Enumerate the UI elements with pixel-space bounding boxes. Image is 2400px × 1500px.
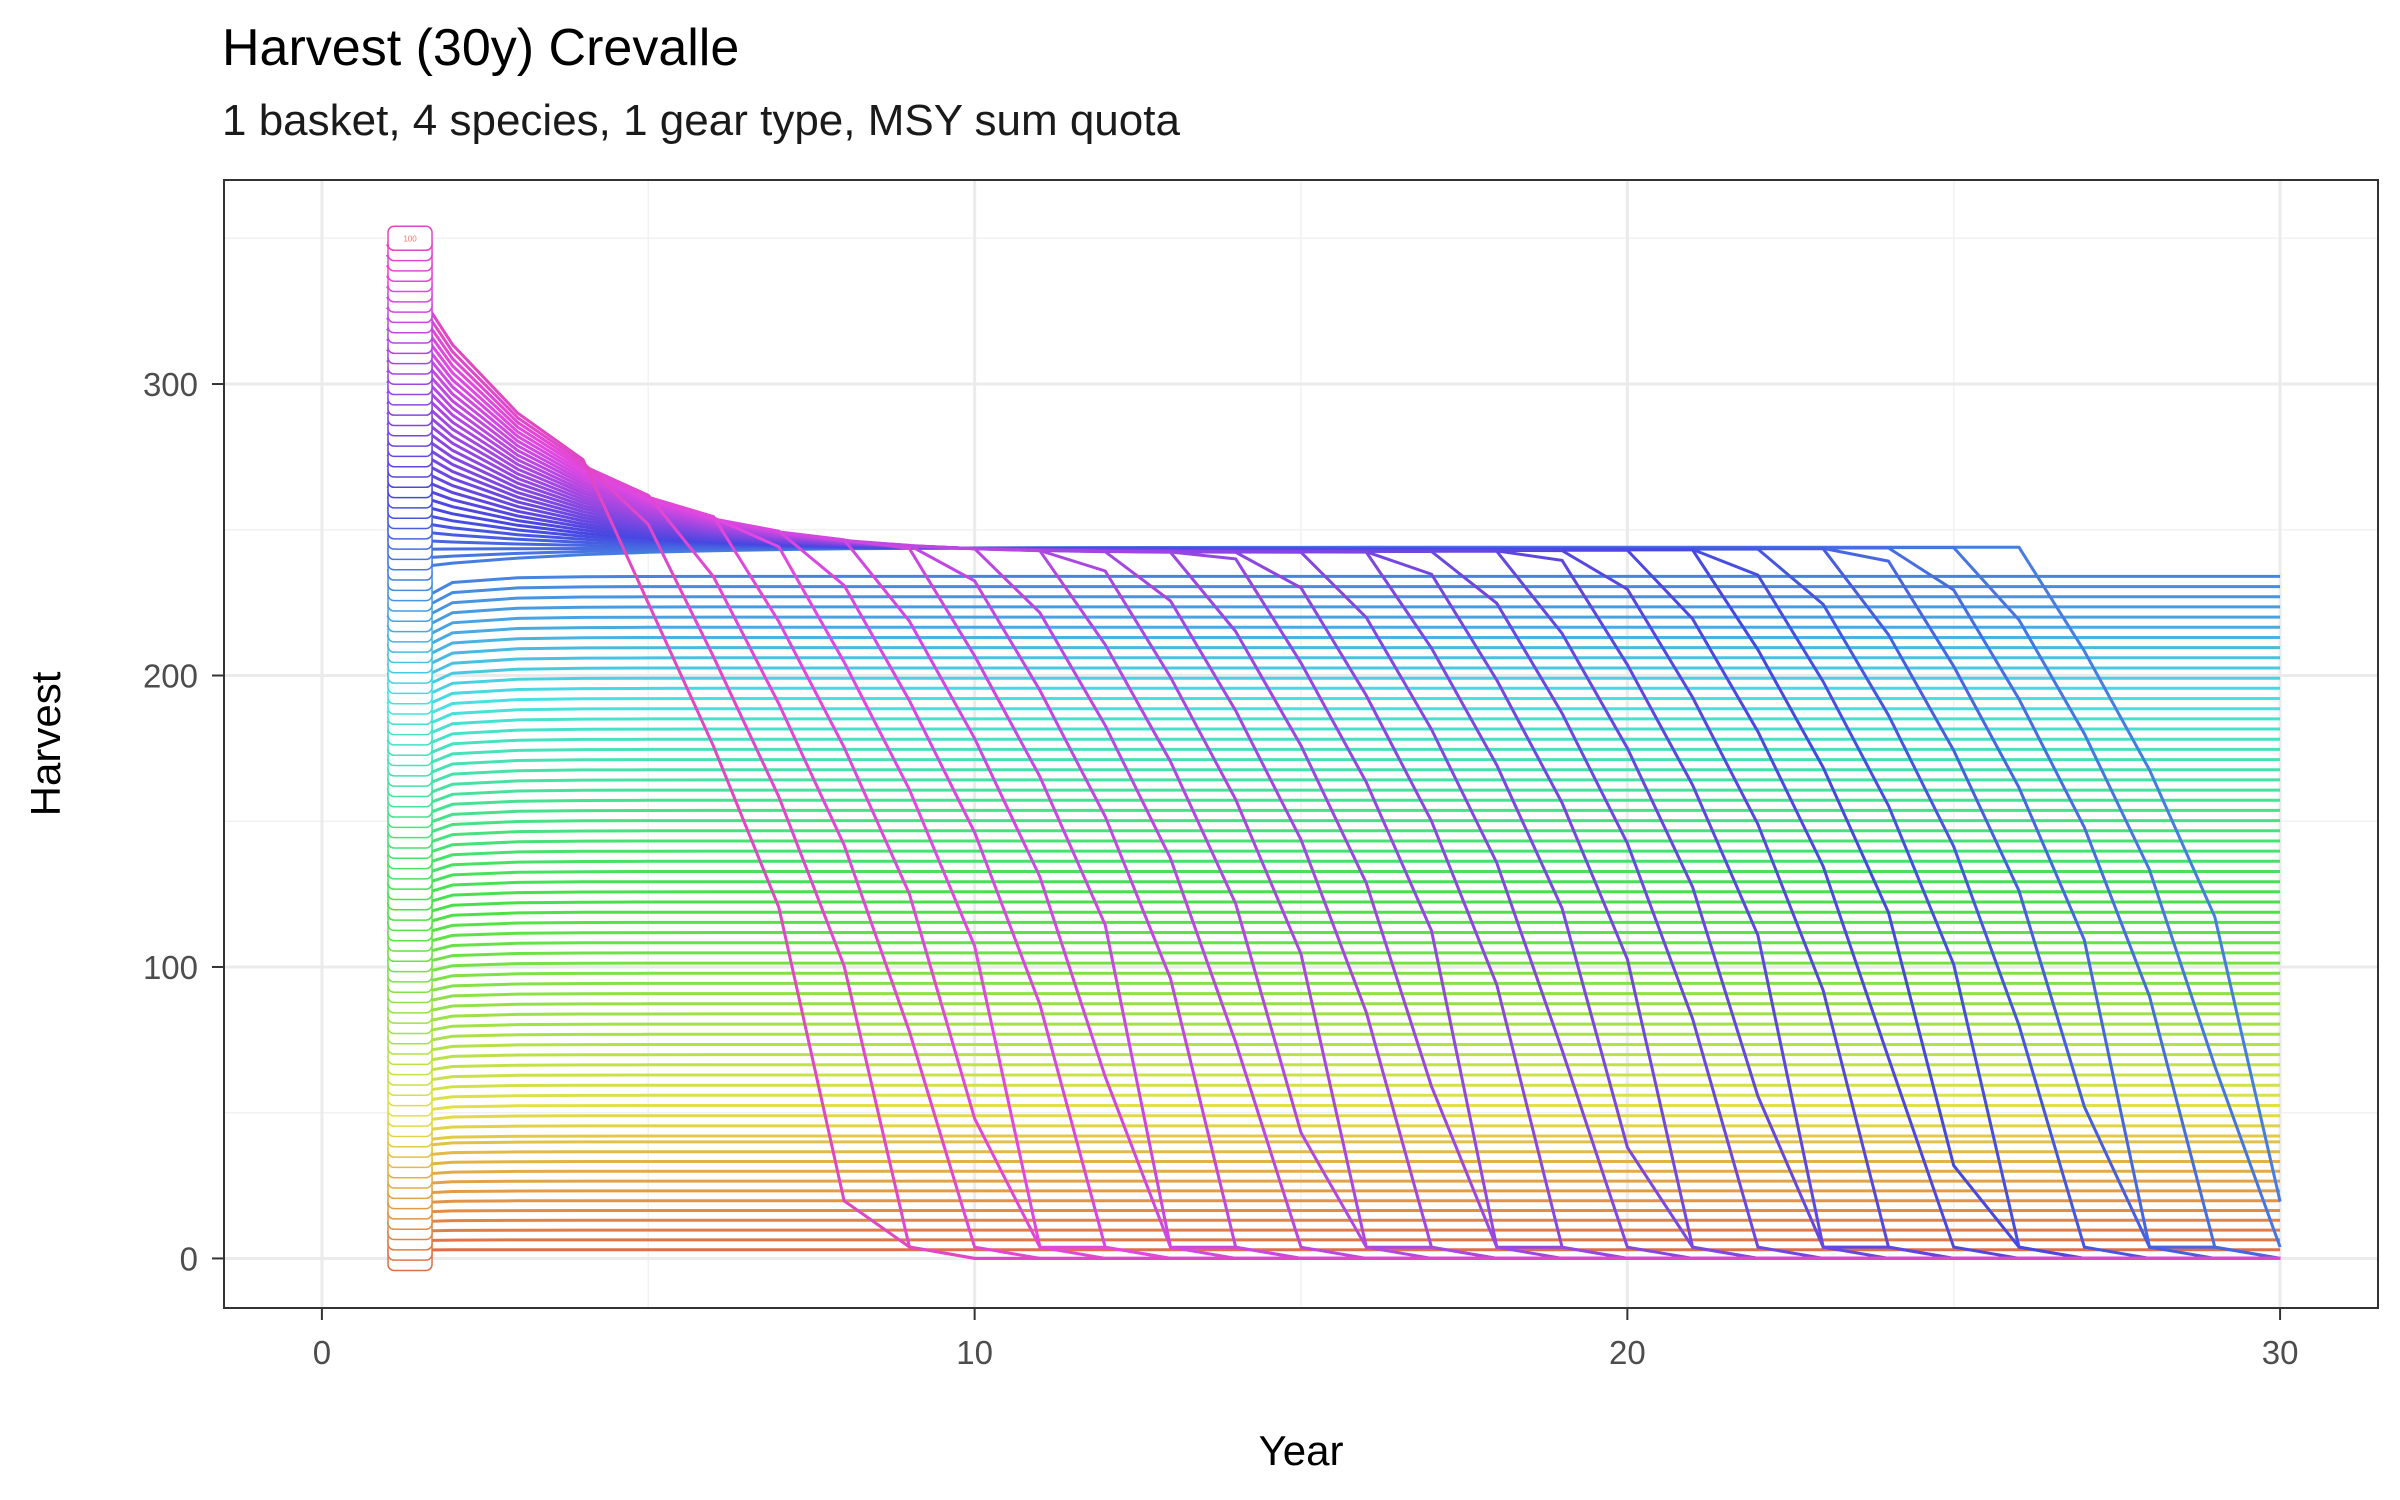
series-lines — [385, 243, 2282, 1260]
series-line — [386, 1002, 2281, 1021]
series-line — [386, 971, 2281, 992]
series-line — [386, 900, 2281, 925]
series-label-box — [387, 225, 433, 252]
series-line — [386, 778, 2281, 811]
series-line — [386, 1053, 2281, 1069]
series-line — [387, 1160, 2281, 1169]
series-line — [386, 981, 2281, 1002]
series-line — [386, 646, 2281, 686]
series-line — [386, 1022, 2281, 1040]
series-line — [386, 1083, 2281, 1098]
series-line — [387, 1134, 2281, 1145]
y-tick-label: 0 — [180, 1240, 198, 1277]
series-line — [386, 961, 2281, 983]
y-tick-label: 200 — [143, 658, 198, 695]
chart-title: Harvest (30y) Crevalle — [222, 19, 740, 77]
series-line — [386, 574, 2281, 619]
series-line — [386, 808, 2281, 839]
series-line — [387, 1199, 2281, 1206]
series-line — [386, 707, 2281, 744]
series-line — [386, 747, 2281, 782]
series-line — [386, 1043, 2281, 1059]
x-tick-label: 30 — [2262, 1334, 2299, 1371]
series-line — [386, 758, 2281, 791]
series-line — [386, 859, 2281, 887]
series-line — [386, 666, 2281, 705]
series-line — [386, 870, 2281, 897]
series-line — [386, 615, 2281, 657]
series-line — [386, 1032, 2281, 1050]
series-line — [386, 819, 2281, 849]
series-line — [387, 1248, 2281, 1252]
series-line — [386, 798, 2281, 830]
series-line — [387, 1169, 2281, 1178]
series-line — [386, 625, 2281, 667]
series-line — [386, 697, 2281, 734]
series-line — [386, 737, 2281, 772]
series-line — [386, 1073, 2281, 1088]
series-line — [386, 931, 2281, 954]
series-line — [387, 1228, 2281, 1234]
series-line — [387, 1218, 2281, 1225]
series-line — [386, 727, 2281, 763]
plot-border — [223, 179, 2379, 1309]
series-line — [386, 880, 2281, 906]
series-line — [386, 1063, 2281, 1078]
x-axis-title: Year — [1259, 1427, 1344, 1474]
series-line — [386, 768, 2281, 801]
series-line — [386, 676, 2281, 715]
series-line — [387, 1238, 2281, 1243]
series-line — [387, 1140, 2281, 1151]
series-line — [386, 941, 2281, 964]
series-line — [386, 788, 2281, 820]
x-tick-label: 10 — [956, 1334, 993, 1371]
series-line — [386, 890, 2281, 916]
series-line — [386, 656, 2281, 696]
y-tick-label: 300 — [143, 366, 198, 403]
series-line — [386, 595, 2281, 638]
x-tick-label: 20 — [1609, 1334, 1646, 1371]
chart-subtitle: 1 basket, 4 species, 1 gear type, MSY su… — [222, 96, 1180, 145]
series-line — [387, 1150, 2281, 1160]
y-tick-label: 100 — [143, 949, 198, 986]
series-line — [386, 839, 2281, 868]
series-line — [387, 1114, 2281, 1126]
series-line — [386, 951, 2281, 973]
series-line — [387, 1124, 2281, 1136]
series-line — [387, 1209, 2281, 1215]
series-line — [386, 829, 2281, 858]
series-line — [385, 243, 2281, 1260]
series-line — [386, 910, 2281, 935]
series-line — [386, 992, 2281, 1011]
series-line — [386, 849, 2281, 878]
x-tick-label: 0 — [313, 1334, 331, 1371]
series-labels: 100 — [387, 225, 433, 1272]
y-axis-title: Harvest — [22, 671, 69, 816]
top-series-label: 100 — [403, 234, 417, 243]
